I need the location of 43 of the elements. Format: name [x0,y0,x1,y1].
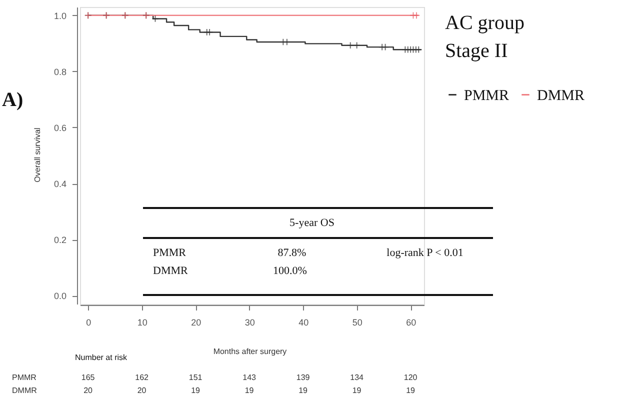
x-tick-label: 10 [137,318,148,328]
text: PMMR [12,373,37,382]
annotation: 5-year OS [290,217,334,229]
x-tick-label: 50 [352,318,362,328]
x-tick-label: 0 [86,318,92,328]
annotation: 87.8% [278,247,306,259]
annotation: 100.0% [273,265,307,277]
y-tick-label: 0.2 [54,235,66,246]
text: 19 [191,386,201,395]
text: 19 [298,386,308,395]
x-tick-label: 30 [244,318,255,328]
text: Number at risk [75,353,128,362]
legend-label: DMMR [537,88,585,104]
annotation: DMMR [153,265,189,277]
y-tick-label: 0.0 [54,291,66,302]
text: 165 [81,373,96,382]
x-tick-label: 40 [298,318,309,328]
annotation: PMMR [153,247,187,259]
annotation: log-rank P < 0.01 [386,247,464,259]
x-tick-label: 60 [406,318,416,328]
text: 143 [242,373,257,382]
text: A) [2,89,24,111]
y-axis-title: Overall survival [33,127,42,182]
y-tick-label: 0.4 [54,179,66,190]
text: 139 [296,373,310,382]
y-tick-label: 0.8 [54,66,66,77]
x-axis-title: Months after surgery [213,347,287,356]
text: 19 [406,386,416,395]
text: 20 [137,386,147,395]
y-tick-label: 0.6 [54,122,66,133]
text: 120 [404,373,418,382]
text: AC group [445,12,524,34]
x-tick-label: 20 [191,318,202,328]
y-tick-label: 1.0 [54,10,66,21]
text: 19 [352,386,362,395]
text: 20 [84,386,94,395]
text: Stage II [445,40,508,62]
text: 19 [244,386,254,395]
text: 134 [350,373,364,382]
text: 162 [135,373,150,382]
text: DMMR [12,386,38,395]
legend-label: PMMR [464,88,510,104]
text: 151 [188,373,203,382]
